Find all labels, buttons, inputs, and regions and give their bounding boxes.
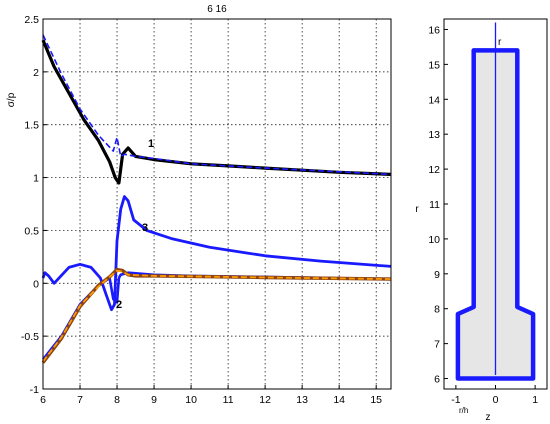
chart2-r-annotation: r [498, 37, 502, 48]
chart1-xtick-label: 15 [370, 394, 382, 406]
chart1-xtick-label: 10 [185, 394, 197, 406]
series-line-6 [42, 269, 392, 363]
chart1-xtick-label: 13 [296, 394, 308, 406]
chart1-ytick-label: -0.5 [21, 331, 39, 343]
chart2-ytick-label: 10 [428, 234, 440, 246]
chart2-ytick-label: 9 [434, 269, 440, 281]
chart2-ticks [444, 28, 536, 389]
curve-label-1: 1 [148, 138, 154, 150]
chart2-xtick-label: -1 [451, 394, 460, 406]
chart1-series [41, 34, 392, 364]
series-line-2 [42, 34, 392, 176]
chart1-xtick-label: 14 [333, 394, 345, 406]
curve-label-2: 2 [116, 299, 122, 311]
chart1-ytick-label: 2.5 [24, 14, 39, 26]
chart2-ytick-label: 7 [434, 339, 440, 351]
chart1-ytick-label: 2 [33, 67, 39, 79]
chart2-ytick-label: 15 [428, 59, 440, 71]
chart2-ylabel: r [415, 204, 419, 215]
chart2-ytick-label: 13 [428, 129, 440, 141]
chart2-ytick-label: 8 [434, 304, 440, 316]
chart1-xtick-label: 6 [40, 394, 46, 406]
chart1-ytick-label: 0.5 [24, 225, 39, 237]
stress-chart: 6 7 8 9 10 11 12 13 14 152.521.510.50-0.5-1 6 16 … [6, 4, 392, 406]
chart1-xtick-label: 9 [151, 394, 157, 406]
chart1-background [43, 19, 391, 389]
chart1-axes-box [42, 18, 392, 390]
chart1-ytick-label: 1 [33, 173, 39, 185]
chart1-ytick-label: 1.5 [24, 120, 39, 132]
chart2-ytick-label: 16 [428, 24, 440, 36]
chart2-xtick-label: 0 [493, 394, 499, 406]
specimen-outline [455, 22, 536, 381]
chart1-xtick-label: 11 [223, 394, 234, 406]
chart1-title: 6 16 [207, 4, 227, 15]
chart2-ytick-label: 6 [434, 374, 440, 386]
chart1-grid [43, 19, 391, 389]
chart1-xtick-label: 8 [114, 394, 120, 406]
chart2-ytick-label: 11 [429, 199, 440, 211]
chart2-ytick-label: 12 [428, 164, 440, 176]
chart2-xtick-label: 1 [532, 394, 538, 406]
chart2-ytick-label: 14 [428, 94, 440, 106]
chart1-xtick-label: 7 [77, 394, 83, 406]
chart1-ylabel: σ/p [6, 92, 17, 107]
chart1-tick-labels: 6 7 8 9 10 11 12 13 14 152.521.510.50-0.5-1 [21, 14, 382, 406]
curve-label-3: 3 [142, 222, 148, 234]
chart1-ytick-label: -1 [30, 384, 39, 396]
chart1-ticks [42, 18, 377, 390]
chart2-xtick-sub: r/h [459, 406, 468, 415]
chart1-ytick-label: 0 [33, 278, 39, 290]
series-line-1 [41, 39, 392, 185]
chart2-xlabel: z [486, 412, 491, 423]
chart1-xtick-label: 12 [259, 394, 271, 406]
